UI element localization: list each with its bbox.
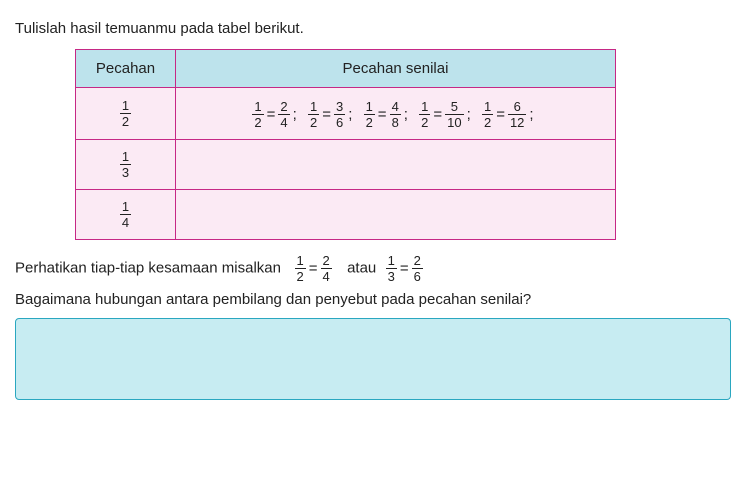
fraction-cell: 1 3 [76,140,176,190]
fraction-cell: 1 4 [76,190,176,240]
fraction-denominator: 2 [120,113,131,128]
table-header-senilai: Pecahan senilai [176,50,616,88]
instruction-mid: Perhatikan tiap-tiap kesamaan misalkan 1… [15,254,735,283]
equivalents-cell-empty [176,190,616,240]
fraction-table: Pecahan Pecahan senilai 1 2 12 = 24 ; 12… [75,49,616,240]
table-row: 1 4 [76,190,616,240]
answer-box[interactable] [15,318,731,400]
equivalents-cell: 12 = 24 ; 12 = 36 ; 12 = 48 ; 12 = 510 [176,88,616,140]
equation: 12 = 612 ; [481,100,534,129]
fraction-cell: 1 2 [76,88,176,140]
equivalents-cell-empty [176,140,616,190]
fraction-denominator: 4 [120,214,131,229]
equation: 12 = 510 ; [418,100,471,129]
example-equation-1: 12 = 24 [294,254,333,283]
equation: 12 = 36 ; [307,100,352,129]
fraction-numerator: 1 [120,150,131,164]
fraction: 1 3 [120,150,131,179]
equation: 12 = 48 ; [363,100,408,129]
fraction: 1 4 [120,200,131,229]
instruction-top: Tulislah hasil temuanmu pada tabel berik… [15,20,735,37]
instruction-mid-text-b: atau [347,259,376,276]
fraction: 1 2 [120,99,131,128]
fraction-numerator: 1 [120,200,131,214]
table-row: 1 3 [76,140,616,190]
table-header-pecahan: Pecahan [76,50,176,88]
fraction-numerator: 1 [120,99,131,113]
question-text: Bagaimana hubungan antara pembilang dan … [15,291,735,308]
fraction-denominator: 3 [120,164,131,179]
equation: 12 = 24 ; [251,100,296,129]
table-row: 1 2 12 = 24 ; 12 = 36 ; 12 = 48 ; [76,88,616,140]
example-equation-2: 13 = 26 [385,254,424,283]
instruction-mid-text-a: Perhatikan tiap-tiap kesamaan misalkan [15,259,281,276]
